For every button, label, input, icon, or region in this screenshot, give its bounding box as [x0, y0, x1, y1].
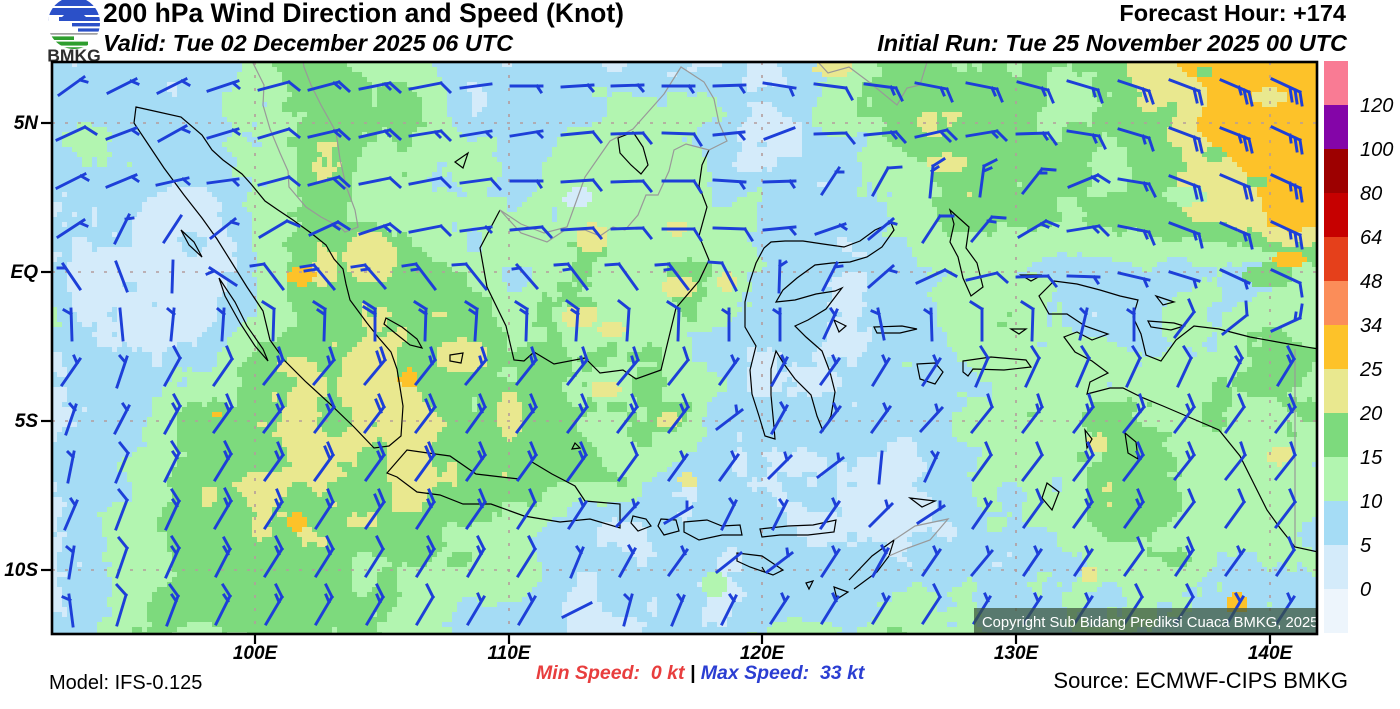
svg-text:Copyright Sub Bidang Prediksi: Copyright Sub Bidang Prediksi Cuaca BMKG…: [982, 615, 1318, 631]
svg-text:BMKG: BMKG: [47, 46, 100, 65]
